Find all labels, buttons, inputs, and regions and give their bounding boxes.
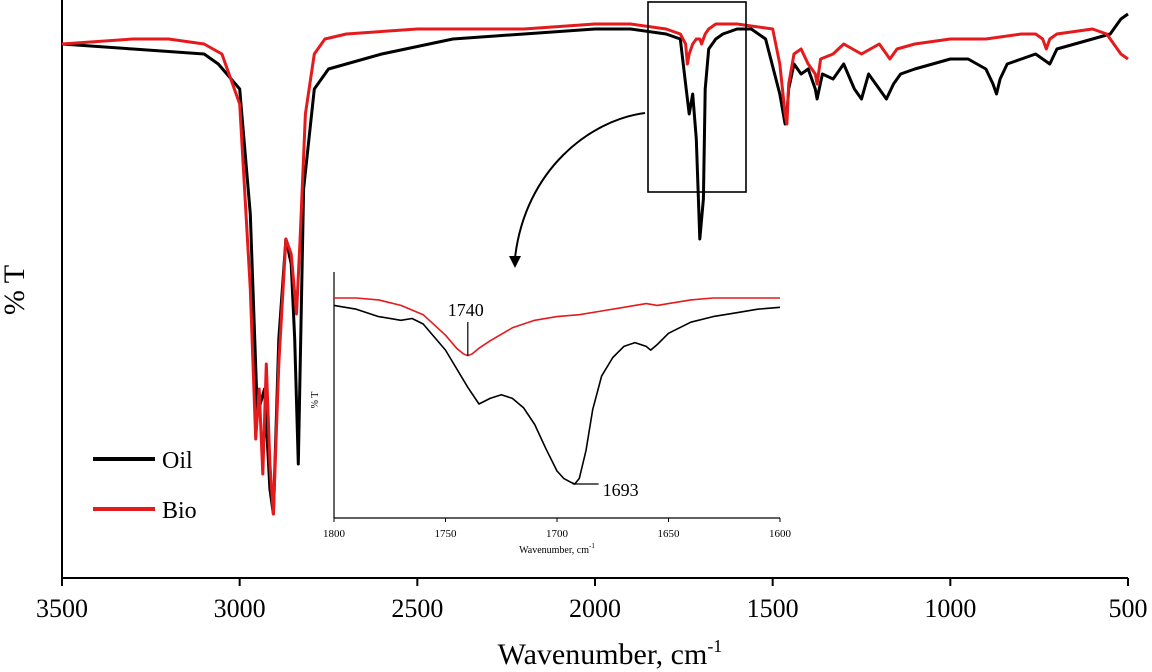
- annotation-1740-label: 1740: [448, 300, 484, 320]
- legend: Oil Bio: [93, 448, 197, 524]
- inset-x-tick-label: 1800: [323, 528, 346, 540]
- legend-label-oil: Oil: [162, 448, 193, 474]
- main-series-oil-line: [61, 12, 1129, 516]
- zoom-region-box: [647, 1, 747, 193]
- inset-x-axis-title-superscript: -1: [589, 542, 595, 550]
- main-x-tick-label: 3000: [214, 594, 266, 623]
- inset-x-tick-label: 1750: [435, 528, 458, 540]
- inset-series-lines: [333, 297, 781, 485]
- main-series-bio-line: [61, 22, 1129, 516]
- inset-x-tick-label: 1650: [658, 528, 681, 540]
- inset-x-axis-title: Wavenumber, cm-1: [519, 542, 595, 556]
- zoom-arrow-head: [509, 256, 521, 268]
- main-y-axis-title: % T: [0, 265, 31, 315]
- zoom-callout-arrow: [514, 112, 646, 259]
- inset-series-bio-line: [334, 297, 780, 357]
- inset-x-tick-label: 1700: [546, 528, 569, 540]
- main-x-tick-label: 3500: [36, 594, 88, 623]
- inset-annotations: 1740 1693: [448, 300, 639, 500]
- main-x-tick-label: 1500: [747, 594, 799, 623]
- inset-chart: 1800 1750 1700 1650 1600 % T Wavenumber, cm-…: [310, 272, 792, 556]
- main-x-tick-label: 500: [1109, 594, 1148, 623]
- main-x-tick-label: 1000: [924, 594, 976, 623]
- annotation-1693-label: 1693: [603, 480, 639, 500]
- main-series-lines: [61, 12, 1129, 516]
- main-x-axis-title-text: Wavenumber, cm: [498, 638, 708, 671]
- main-x-tick-label: 2500: [391, 594, 443, 623]
- inset-series-oil-line: [333, 304, 781, 485]
- inset-x-axis-title-text: Wavenumber, cm: [519, 545, 589, 556]
- inset-y-axis-title: % T: [310, 392, 321, 409]
- main-x-ticks: 3500 3000 2500 2000 1500 1000 500: [36, 578, 1148, 623]
- inset-x-ticks: 1800 1750 1700 1650 1600: [323, 518, 792, 540]
- inset-x-tick-label: 1600: [769, 528, 792, 540]
- main-x-axis-title: Wavenumber, cm-1: [498, 636, 723, 671]
- main-x-tick-label: 2000: [569, 594, 621, 623]
- legend-label-bio: Bio: [162, 498, 197, 524]
- main-x-axis-title-superscript: -1: [707, 636, 722, 656]
